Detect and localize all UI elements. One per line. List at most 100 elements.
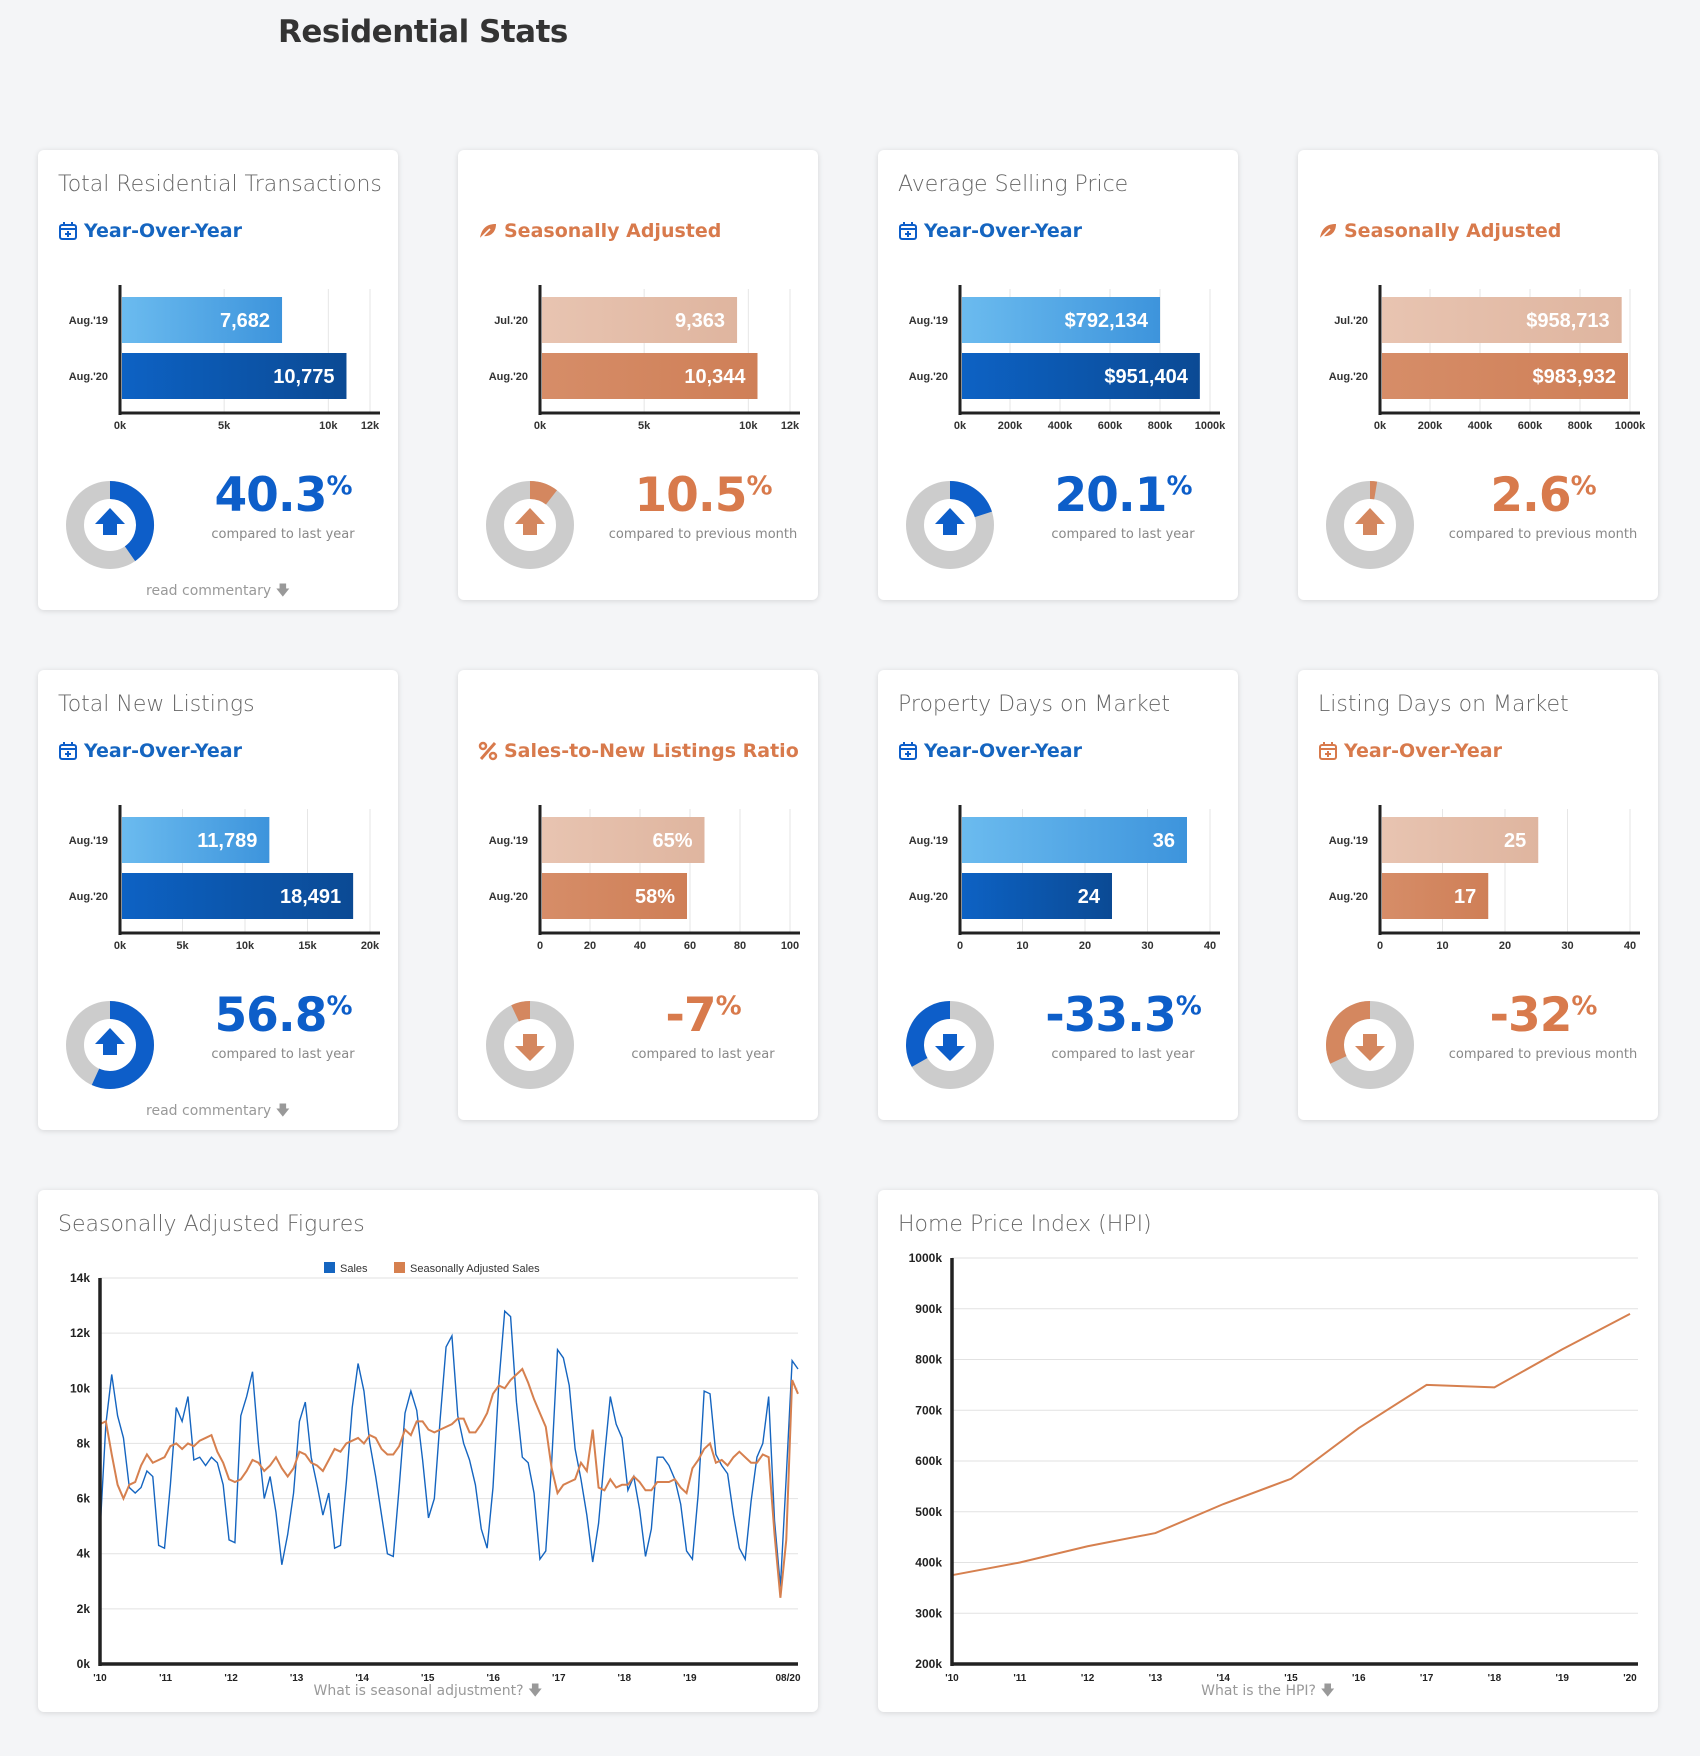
donut-arc [949,481,992,518]
bar-value-label: 18,491 [280,886,341,908]
card-subtitle: Year-Over-Year [898,220,1082,242]
donut-arc [906,1001,951,1067]
page-title: Residential Stats [278,14,568,50]
card-subtitle: Year-Over-Year [58,740,242,762]
arrow-down-icon: 🡇 [271,1103,290,1119]
tick-label: 20 [584,940,596,952]
tick-label: 800k [1568,420,1593,432]
stat-card: Seasonally Adjusted 0k 5k 10k 12k Jul.'20 9,36… [458,150,818,600]
tick-label: 200k [1418,420,1443,432]
bar-value-label: 7,682 [220,310,270,332]
subtitle-label: Year-Over-Year [924,220,1082,242]
bar-value-label: 10,344 [684,366,746,388]
y-tick-label: 6k [77,1492,91,1506]
bar [542,353,758,399]
read-commentary-link[interactable]: read commentary 🡇 [146,1103,290,1119]
compared-label: compared to previous month [1448,527,1638,542]
y-tick-label: 500k [915,1505,942,1519]
y-tick-label: 200k [915,1657,942,1671]
bar-category-label: Aug.'19 [69,835,108,847]
series-line [99,1309,799,1587]
x-tick-label: '14 [1216,1673,1230,1684]
stat-card: Seasonally Adjusted 0k 200k 400k 600k 800k 100… [1298,150,1658,600]
bar-chart: 0 20 40 60 80 100 Aug.'19 65% Aug.'20 58% [489,805,800,952]
hpi-chart: 200k 300k 400k 500k 600k 700k 800k 900k 1000k '10… [909,1251,1638,1684]
card-title: Total Residential Transactions [58,172,382,197]
tick-label: 12k [361,420,380,432]
bar-value-label: $951,404 [1104,366,1188,388]
arrow-up-icon [935,508,965,535]
bar-value-label: $958,713 [1526,310,1609,332]
hpi-card: Home Price Index (HPI) 200k 300k 400k 500k 6… [878,1190,1658,1712]
arrow-down-icon: 🡇 [1320,1683,1335,1699]
tick-label: 10 [1016,940,1028,952]
tick-label: 0k [1374,420,1387,432]
arrow-down-icon [515,1034,545,1061]
bar-category-label: Aug.'20 [489,371,528,383]
stat-card: Total New Listings Year-Over-Year 0k 5k 10k 1… [38,670,398,1130]
change-percent: -7% [665,988,741,1043]
tick-label: 40 [1624,940,1636,952]
bar-value-label: $792,134 [1065,310,1149,332]
donut-arc [91,1001,154,1089]
bar-category-label: Aug.'19 [909,835,948,847]
series-line [951,1312,1631,1577]
tick-label: 12k [781,420,800,432]
x-tick-label: '10 [945,1673,959,1684]
tick-label: 20k [361,940,380,952]
subtitle-label: Year-Over-Year [924,740,1082,762]
compared-label: compared to last year [1051,527,1195,542]
tick-label: 20 [1079,940,1091,952]
bar-category-label: Aug.'20 [909,371,948,383]
y-tick-label: 300k [915,1606,942,1620]
subtitle-label: Year-Over-Year [1344,740,1502,762]
bar-value-label: 65% [652,830,692,852]
x-tick-label: '14 [355,1673,369,1684]
change-donut [486,1001,574,1089]
subtitle-label: Seasonally Adjusted [1344,220,1562,242]
y-tick-label: 10k [70,1381,90,1395]
bar-chart: 0 10 20 30 40 Aug.'19 36 Aug.'20 24 [909,805,1220,952]
compared-label: compared to last year [211,1047,355,1062]
compared-label: compared to last year [211,527,355,542]
bar-value-label: 17 [1454,886,1476,908]
bar [122,873,354,919]
read-commentary-link[interactable]: read commentary 🡇 [146,583,290,599]
arrow-down-icon: 🡇 [528,1683,543,1699]
y-tick-label: 700k [915,1403,942,1417]
x-tick-label: '13 [290,1673,304,1684]
donut-arc [529,481,557,505]
stat-card: Listing Days on Market Year-Over-Year 0 10 2… [1298,670,1658,1120]
bar-chart: 0k 200k 400k 600k 800k 1000k Jul.'20 $958,713 Au… [1329,285,1646,432]
tick-label: 10k [236,940,255,952]
card-subtitle: Seasonally Adjusted [1318,220,1561,242]
leaf-icon [479,224,496,240]
seasonal-adjustment-link[interactable]: What is seasonal adjustment? 🡇 [313,1683,543,1699]
tick-label: 0k [534,420,547,432]
x-tick-label: '13 [1149,1673,1163,1684]
bar-value-label: 58% [635,886,675,908]
calendar-icon [1319,742,1337,760]
change-donut [486,481,574,569]
subtitle-label: Seasonally Adjusted [504,220,722,242]
tick-label: 1000k [1615,420,1646,432]
card-title: Listing Days on Market [1318,692,1569,717]
y-tick-label: 8k [77,1436,91,1450]
calendar-icon [59,742,77,760]
card-title: Home Price Index (HPI) [898,1212,1152,1237]
bar-category-label: Aug.'19 [489,835,528,847]
hpi-link[interactable]: What is the HPI? 🡇 [1201,1683,1335,1699]
x-tick-label: 08/20 [775,1673,800,1684]
y-tick-label: 900k [915,1302,942,1316]
calendar-icon [899,742,917,760]
donut-arc [109,481,154,562]
y-tick-label: 0k [77,1657,91,1671]
bar-category-label: Aug.'19 [1329,835,1368,847]
tick-label: 5k [218,420,231,432]
series-line [99,1367,799,1598]
tick-label: 40 [1204,940,1216,952]
x-tick-label: '15 [1284,1673,1298,1684]
subtitle-label: Year-Over-Year [84,740,242,762]
card-subtitle: Year-Over-Year [1318,740,1502,762]
tick-label: 5k [638,420,651,432]
